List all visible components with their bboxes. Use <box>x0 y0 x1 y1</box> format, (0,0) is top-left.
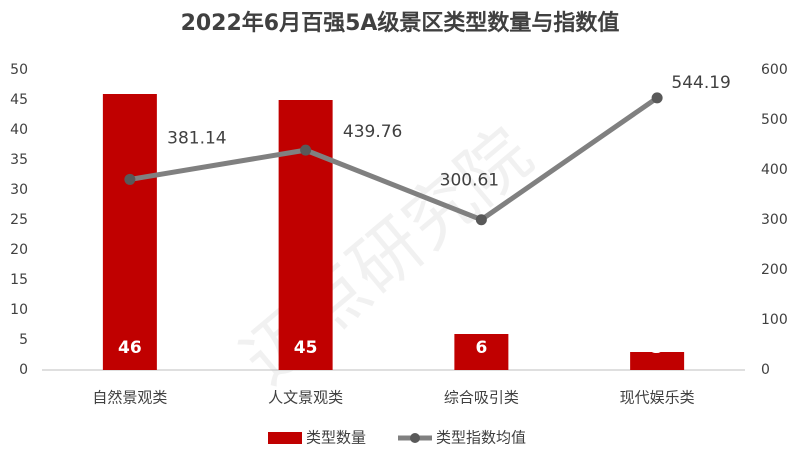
chart-title: 2022年6月百强5A级景区类型数量与指数值 <box>181 10 620 36</box>
y2-tick-label: 100 <box>761 312 788 328</box>
bar-value-label: 46 <box>118 338 142 358</box>
bar-value-label: 3 <box>651 338 663 358</box>
bar <box>278 100 333 370</box>
y-tick-label: 10 <box>10 302 28 318</box>
y2-tick-label: 300 <box>761 212 788 228</box>
x-tick-label: 人文景观类 <box>268 389 343 407</box>
legend-label: 类型指数均值 <box>436 429 526 447</box>
line-marker <box>300 144 312 156</box>
line-marker <box>124 173 136 185</box>
bar <box>454 334 509 370</box>
y-tick-label: 30 <box>10 182 28 198</box>
line-value-label: 381.14 <box>167 128 226 148</box>
y-tick-label: 35 <box>10 152 28 168</box>
y2-tick-label: 0 <box>761 362 770 378</box>
line <box>129 95 659 223</box>
bar-value-label: 6 <box>475 338 487 358</box>
line-value-label: 439.76 <box>343 122 402 142</box>
x-tick-label: 综合吸引类 <box>444 389 519 407</box>
x-tick-label: 现代娱乐类 <box>620 389 695 407</box>
y-tick-label: 25 <box>10 212 28 228</box>
bar <box>102 94 157 370</box>
y-tick-label: 0 <box>19 362 28 378</box>
x-tick-label: 自然景观类 <box>92 389 167 407</box>
line-value-label: 300.61 <box>440 171 499 191</box>
y2-tick-label: 400 <box>761 162 788 178</box>
y-tick-label: 45 <box>10 92 28 108</box>
line-value-label: 544.19 <box>671 73 730 93</box>
y-tick-label: 50 <box>10 62 28 78</box>
legend-swatch <box>268 432 302 444</box>
y-tick-label: 40 <box>10 122 28 138</box>
bar <box>630 352 685 370</box>
y2-tick-label: 200 <box>761 262 788 278</box>
y2-tick-label: 500 <box>761 112 788 128</box>
legend-label: 类型数量 <box>306 429 366 447</box>
y-tick-label: 20 <box>10 242 28 258</box>
line-marker <box>651 92 663 104</box>
y-tick-label: 15 <box>10 272 28 288</box>
y2-tick-label: 600 <box>761 62 788 78</box>
legend-swatch <box>410 433 420 443</box>
y-tick-label: 5 <box>19 332 28 348</box>
line-marker <box>475 214 487 226</box>
bar-value-label: 45 <box>294 338 318 358</box>
